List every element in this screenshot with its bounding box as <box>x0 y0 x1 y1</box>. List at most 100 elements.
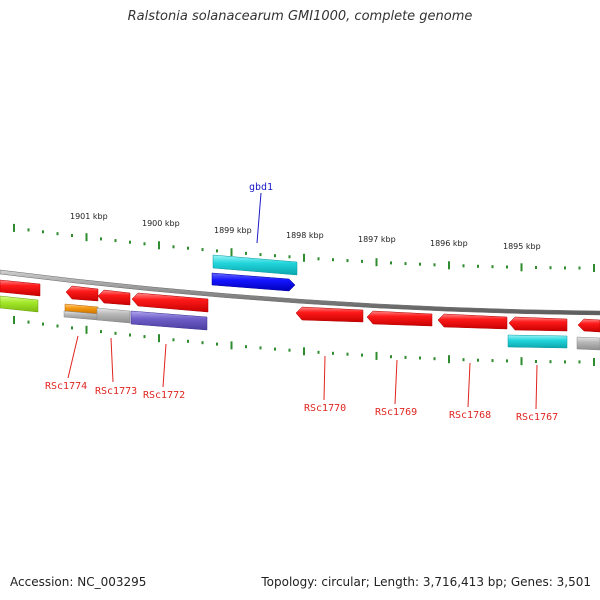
ruler-tick <box>433 263 436 267</box>
ruler-tick <box>172 338 175 342</box>
ruler-tick <box>245 251 247 255</box>
ruler-ticks-lower <box>13 316 595 366</box>
ruler-tick <box>317 257 320 261</box>
ruler-tick <box>506 359 508 363</box>
gene-label-rsc1774[interactable]: RSc1774 <box>45 381 87 392</box>
gene-gbd1-cyan[interactable] <box>212 254 298 276</box>
ruler-tick <box>216 342 218 346</box>
ruler-tick <box>462 264 465 268</box>
ruler-tick <box>259 346 262 350</box>
ruler-label-1895: 1895 kbp <box>503 242 541 251</box>
ruler-label-1900: 1900 kbp <box>142 219 180 228</box>
ruler-tick <box>56 324 59 328</box>
ruler-tick <box>303 347 305 356</box>
forward-strand-features <box>0 254 298 313</box>
ruler-tick <box>578 266 581 270</box>
ruler-tick <box>100 237 102 241</box>
ruler-tick <box>491 265 494 269</box>
ruler-tick <box>375 351 378 360</box>
ruler-tick <box>71 326 73 330</box>
ruler-tick <box>187 339 189 343</box>
ruler-tick <box>288 348 291 352</box>
ruler-tick <box>187 246 189 250</box>
gene-label-rsc1768[interactable]: RSc1768 <box>449 410 491 421</box>
gene-right-edge-red[interactable] <box>577 318 600 333</box>
genome-backbone <box>0 269 600 316</box>
gene-rsc1773[interactable] <box>97 289 131 306</box>
ruler-tick <box>259 253 262 257</box>
gene-right-edge-grey[interactable] <box>576 336 600 351</box>
ruler-tick <box>13 316 15 324</box>
ruler-tick <box>303 253 305 262</box>
ruler-tick <box>404 355 407 359</box>
ruler-tick <box>506 265 508 269</box>
gene-left-edge-lime[interactable] <box>0 295 39 313</box>
ruler-tick <box>85 325 88 334</box>
gene-rsc1770[interactable] <box>295 306 364 323</box>
ruler-tick <box>274 347 276 351</box>
ruler-tick <box>56 232 59 236</box>
ruler-tick <box>390 355 392 359</box>
ruler-tick <box>346 259 349 263</box>
gene-label-rsc1767[interactable]: RSc1767 <box>516 412 558 423</box>
ruler-tick <box>230 248 233 257</box>
ruler-tick <box>433 357 436 361</box>
ruler-tick <box>27 228 30 232</box>
gene-rsc1769[interactable] <box>366 310 433 327</box>
gene-rsc1768[interactable] <box>437 313 508 330</box>
ruler-tick <box>419 356 421 360</box>
ruler-tick <box>520 357 523 366</box>
ruler-tick <box>535 266 537 269</box>
gene-rsc1774[interactable] <box>65 285 99 302</box>
ruler-label-1898: 1898 kbp <box>286 231 324 240</box>
ruler-tick <box>549 360 552 364</box>
gene-rsc1767-cyan[interactable] <box>507 334 568 349</box>
ruler-tick <box>245 345 247 349</box>
ruler-tick <box>216 249 218 253</box>
gene-label-rsc1773[interactable]: RSc1773 <box>95 386 137 397</box>
ruler-label-1897: 1897 kbp <box>358 235 396 244</box>
ruler-label-1896: 1896 kbp <box>430 239 468 248</box>
ruler-tick <box>129 333 131 337</box>
ruler-tick <box>346 352 349 356</box>
ruler-tick <box>564 266 566 270</box>
ruler-tick <box>42 230 44 234</box>
ruler-ticks-upper <box>13 223 595 272</box>
ruler-tick <box>390 261 392 265</box>
ruler-tick <box>27 320 30 324</box>
gene-labels: gbd1 RSc1774 RSc1773 RSc1772 RSc1770 RSc… <box>45 182 558 423</box>
ruler-tick <box>564 360 566 364</box>
gene-rsc1772-purple[interactable] <box>130 310 208 331</box>
ruler-tick <box>549 266 552 270</box>
gene-label-rsc1772[interactable]: RSc1772 <box>143 390 185 401</box>
ruler-tick <box>158 241 160 250</box>
gene-left-edge-red[interactable] <box>0 279 41 297</box>
gene-label-gbd1[interactable]: gbd1 <box>249 182 273 193</box>
ruler-tick <box>578 360 581 364</box>
ruler-tick <box>114 331 117 335</box>
ruler-tick <box>448 355 450 364</box>
ruler-tick <box>535 360 537 363</box>
ruler-tick <box>158 334 160 343</box>
ruler-tick <box>42 322 44 326</box>
gene-gbd1-blue[interactable] <box>211 272 296 292</box>
ruler-tick <box>593 358 595 366</box>
ruler-tick <box>332 258 334 262</box>
genome-title: Ralstonia solanacearum GMI1000, complete… <box>127 9 473 24</box>
gene-label-rsc1769[interactable]: RSc1769 <box>375 407 417 418</box>
ruler-tick <box>201 341 204 345</box>
gene-label-rsc1770[interactable]: RSc1770 <box>304 403 346 414</box>
gene-rsc1773-grey[interactable] <box>96 307 131 324</box>
ruler-label-1899: 1899 kbp <box>214 226 252 235</box>
accession-text: Accession: NC_003295 <box>10 575 147 589</box>
ruler-tick <box>448 261 450 270</box>
ruler-tick <box>85 233 88 242</box>
ruler-tick <box>13 223 15 232</box>
ruler-tick <box>361 353 363 357</box>
ruler-tick <box>288 255 291 259</box>
ruler-tick <box>71 234 73 237</box>
gene-rsc1772[interactable] <box>131 292 209 313</box>
gene-rsc1767[interactable] <box>508 316 568 332</box>
